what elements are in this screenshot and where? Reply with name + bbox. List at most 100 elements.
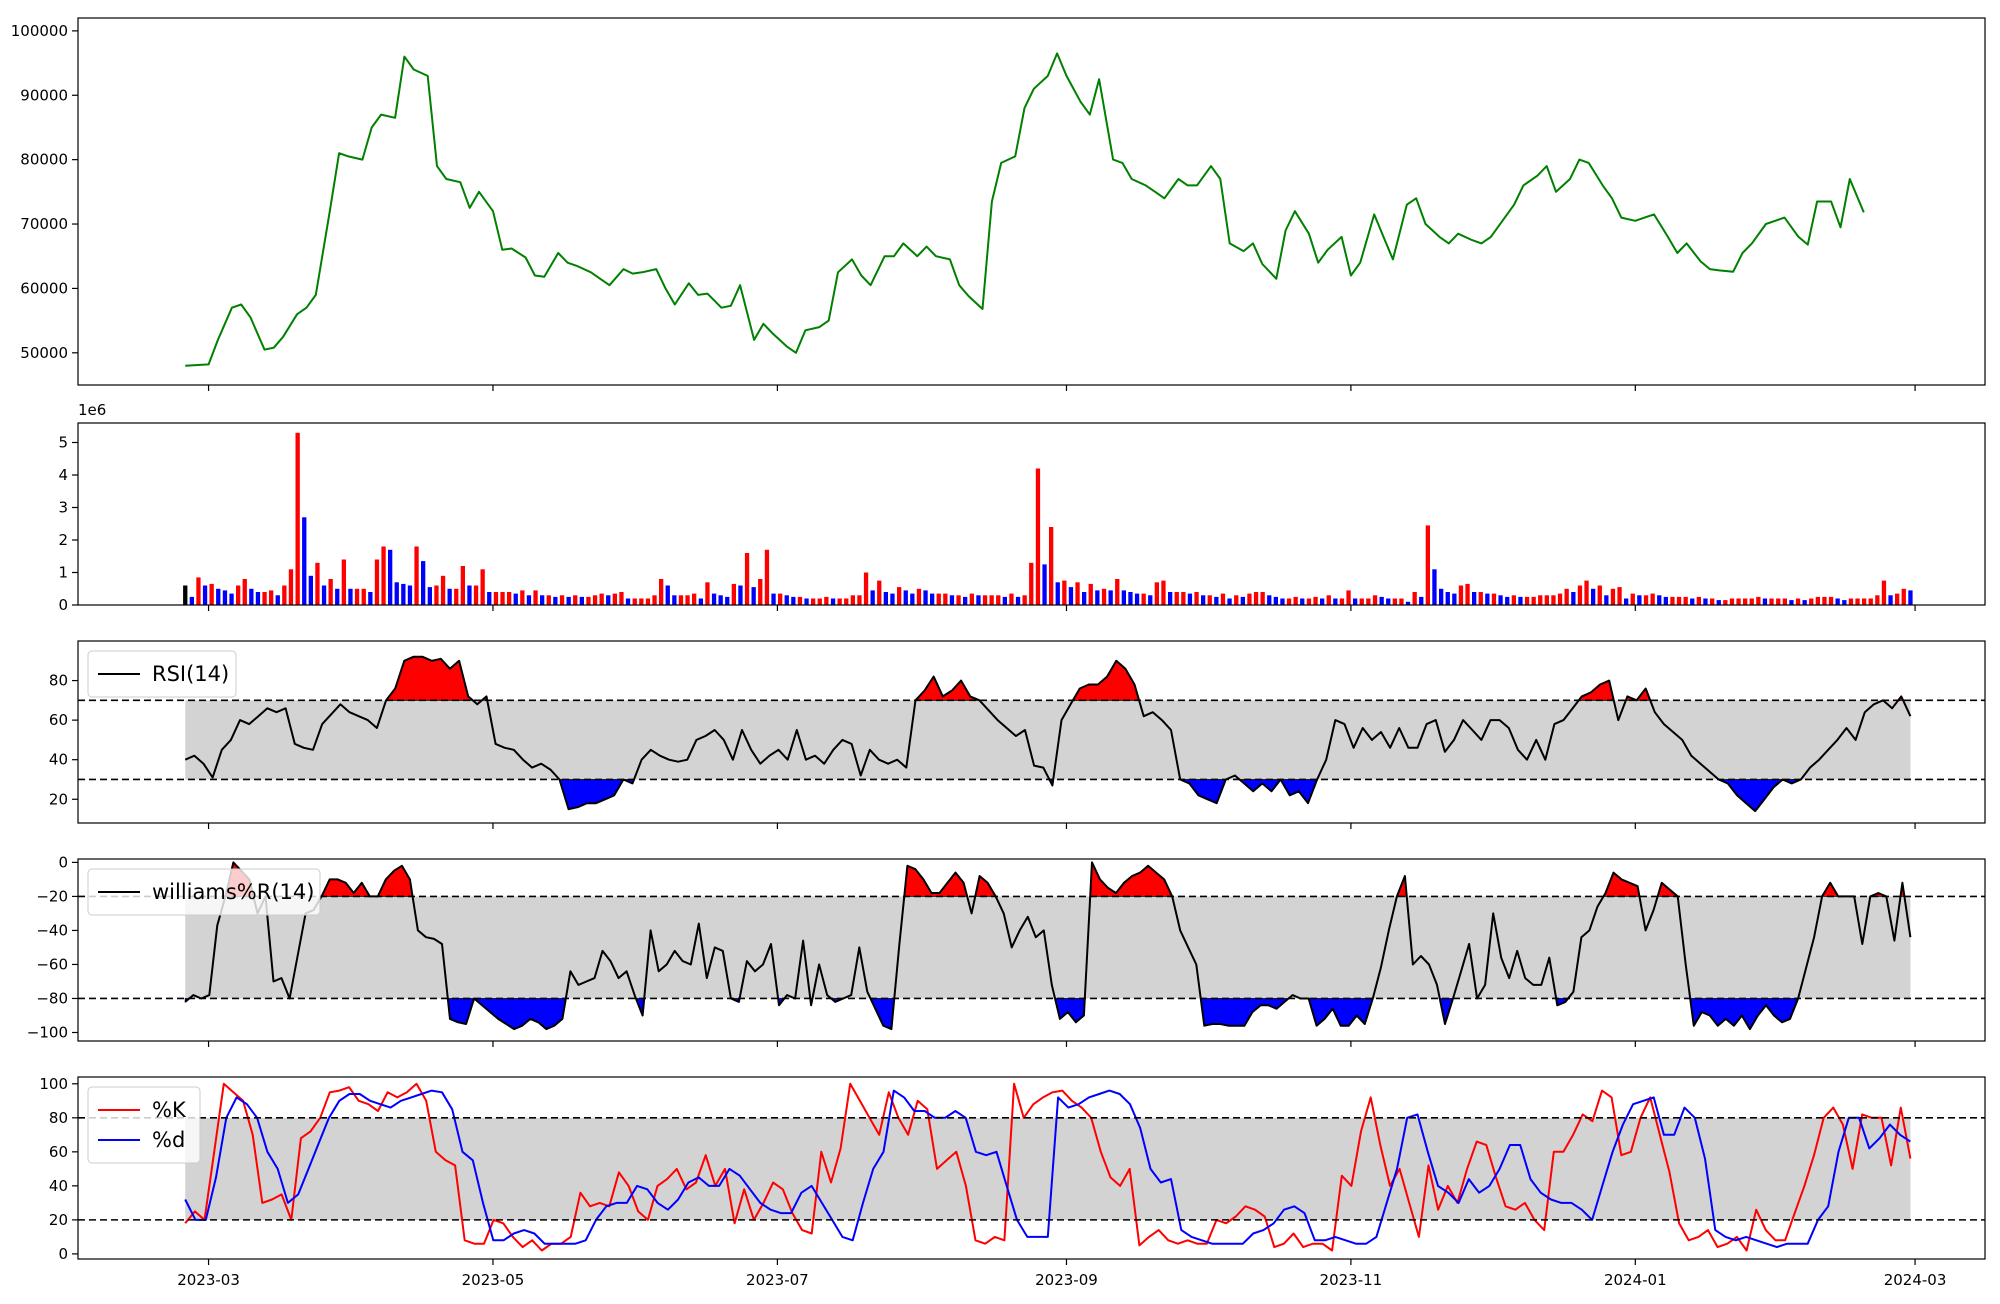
stochastic-ytick-label: 20	[49, 1211, 68, 1229]
volume-bar	[1121, 590, 1126, 605]
volume-bar	[1868, 598, 1873, 605]
volume-bar	[1339, 598, 1345, 605]
stochastic-frame	[77, 1076, 1986, 1260]
volume-bar	[1055, 582, 1060, 606]
stochastic-ytick-label: 60	[49, 1143, 68, 1161]
volume-bar	[1842, 600, 1847, 605]
volume-bar	[1009, 593, 1014, 605]
x-tick-label: 2023-03	[177, 1271, 240, 1289]
volume-bar	[1723, 600, 1728, 605]
volume-bar	[546, 595, 551, 606]
volume-bar	[1300, 598, 1305, 605]
volume-bar	[1848, 598, 1854, 605]
volume-bar	[394, 582, 399, 606]
volume-bar	[817, 598, 822, 605]
volume-bar	[447, 588, 452, 606]
volume-offset-label: 1e6	[78, 401, 106, 419]
stochastic-legend	[87, 1086, 201, 1164]
williams-overbought-fill	[1089, 862, 1173, 897]
volume-bar	[1128, 592, 1133, 605]
volume-bar	[1888, 595, 1893, 606]
volume-bar	[196, 577, 201, 605]
volume-ytick-label: 3	[58, 499, 68, 517]
volume-bar	[1346, 590, 1351, 605]
volume-bar	[216, 588, 221, 606]
volume-bar	[632, 598, 637, 605]
williams-line	[184, 861, 1912, 1031]
volume-bar	[236, 585, 241, 605]
volume-bar	[1776, 598, 1781, 605]
volume-bar	[678, 595, 684, 606]
volume-bar	[1478, 592, 1483, 605]
price-ytick-label: 100000	[11, 22, 68, 40]
volume-bar	[1022, 595, 1027, 606]
price-ytick-label: 90000	[20, 86, 68, 104]
volume-bar	[996, 595, 1001, 606]
volume-bar	[844, 598, 849, 605]
volume-bar	[1306, 598, 1312, 605]
volume-bar	[1881, 580, 1887, 605]
volume-bar	[797, 596, 803, 605]
volume-bar	[407, 585, 413, 605]
volume-frame	[77, 422, 1986, 606]
x-tick-label: 2023-07	[746, 1271, 809, 1289]
volume-bar	[824, 596, 829, 605]
volume-bar	[1591, 588, 1596, 606]
x-tick-label: 2023-11	[1320, 1271, 1383, 1289]
volume-bar	[275, 595, 280, 606]
volume-bar	[1544, 595, 1549, 606]
stochastic-legend-label: %d	[152, 1128, 185, 1152]
volume-bar	[659, 579, 664, 605]
williams-threshold-band	[185, 896, 1911, 999]
volume-bar	[1610, 588, 1616, 606]
volume-ytick-label: 4	[58, 466, 68, 484]
williams-oversold-fill	[1200, 998, 1290, 1027]
volume-bar	[1194, 592, 1199, 605]
volume-bar	[976, 595, 981, 606]
volume-bar	[1115, 579, 1120, 605]
volume-bar	[639, 598, 644, 605]
volume-bar	[1676, 596, 1682, 605]
volume-bar	[222, 590, 228, 605]
volume-bar	[520, 590, 525, 605]
volume-bar	[1379, 596, 1384, 605]
volume-bar	[672, 595, 677, 606]
volume-bar	[1082, 592, 1087, 605]
rsi-threshold-band	[185, 700, 1911, 780]
rsi-ytick-label: 40	[49, 751, 68, 769]
volume-bar	[592, 595, 598, 606]
volume-bar	[1630, 593, 1635, 605]
volume-bar	[969, 593, 974, 605]
volume-ytick-label: 0	[58, 596, 68, 614]
volume-bar	[229, 593, 234, 605]
volume-bar	[427, 587, 432, 605]
volume-bar	[1710, 598, 1715, 605]
volume-bar	[1557, 593, 1563, 605]
volume-bar	[1650, 593, 1655, 605]
volume-bar	[1432, 569, 1437, 606]
volume-bar	[1604, 595, 1609, 606]
volume-bar	[744, 553, 750, 605]
volume-bar	[579, 596, 584, 605]
volume-bar	[1643, 595, 1649, 606]
volume-bar	[1657, 595, 1662, 606]
volume-bar	[711, 593, 717, 605]
volume-bar	[321, 585, 327, 605]
volume-bar	[778, 593, 783, 605]
volume-bar	[1280, 598, 1285, 605]
volume-bar	[454, 588, 459, 606]
volume-bar	[1227, 598, 1232, 605]
volume-bar	[1372, 595, 1378, 606]
volume-bar	[1683, 596, 1688, 605]
stochastic-legend-label: %K	[152, 1098, 187, 1122]
volume-bar	[1789, 600, 1794, 605]
volume-bar	[731, 583, 736, 605]
volume-ytick-label: 5	[58, 434, 68, 452]
price-ytick-label: 60000	[20, 279, 68, 297]
volume-bar	[1855, 598, 1860, 605]
volume-bar	[1386, 598, 1391, 605]
volume-bar	[771, 593, 776, 605]
volume-bar	[890, 593, 895, 605]
williams-overbought-fill	[903, 865, 968, 897]
volume-bar	[863, 572, 869, 605]
